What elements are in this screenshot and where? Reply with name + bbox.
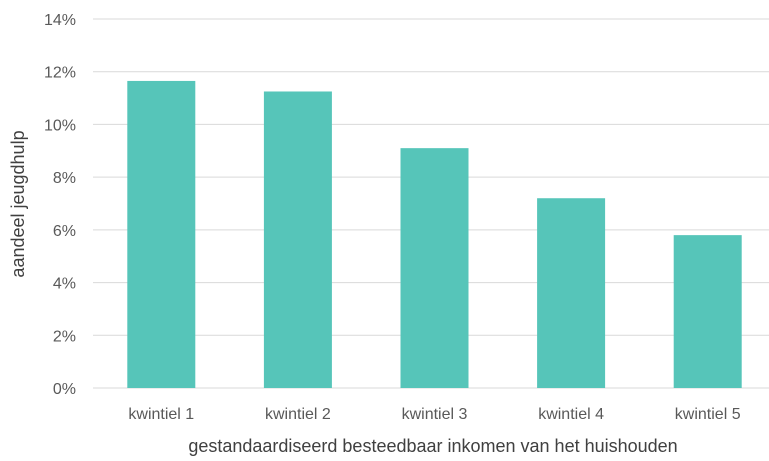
y-axis-ticks: 0% 2% 4% 6% 8% 10% 12% 14% [44,12,76,398]
x-tick-label: kwintiel 4 [538,406,604,423]
y-tick-label: 6% [53,223,76,240]
y-tick-label: 8% [53,170,76,187]
y-tick-label: 0% [53,381,76,398]
x-tick-label: kwintiel 5 [675,406,741,423]
bar-5 [673,235,742,388]
bars [127,80,742,389]
y-tick-label: 4% [53,276,76,293]
x-axis-title: gestandaardiseerd besteedbaar inkomen va… [188,436,677,456]
y-tick-label: 14% [44,12,76,29]
y-tick-label: 12% [44,65,76,82]
bar-4 [537,198,606,388]
bar-2 [263,91,332,388]
x-axis-ticks: kwintiel 1 kwintiel 2 kwintiel 3 kwintiel 4… [128,406,740,423]
x-tick-label: kwintiel 3 [402,406,468,423]
bar-1 [127,80,196,389]
x-tick-label: kwintiel 1 [128,406,194,423]
y-tick-label: 10% [44,117,76,134]
x-tick-label: kwintiel 2 [265,406,331,423]
y-axis-title: aandeel jeugdhulp [8,130,28,277]
y-tick-label: 2% [53,328,76,345]
bar-3 [400,148,469,388]
